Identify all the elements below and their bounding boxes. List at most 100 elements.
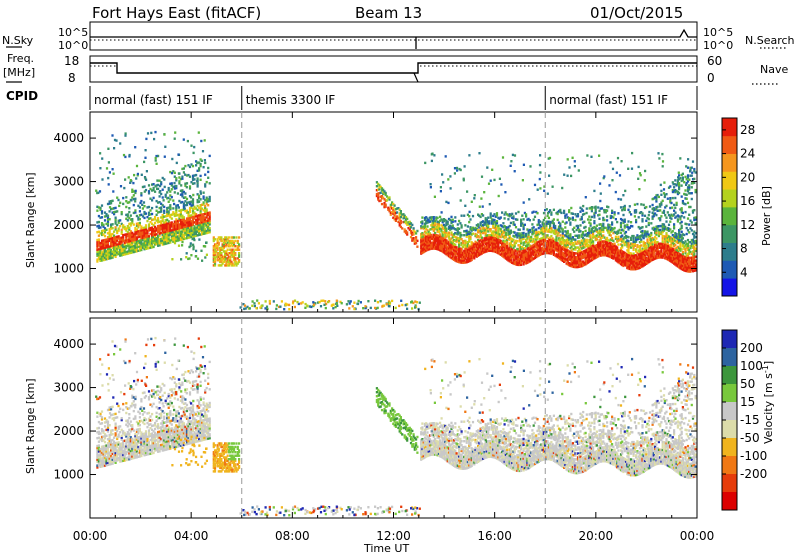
power-cell [398,216,401,219]
power-cell [646,250,649,253]
power-cell [112,172,115,175]
power-cell [487,239,490,243]
power-cell [597,214,600,217]
power-cell [492,218,495,221]
power-cell [485,224,488,227]
power-cell [660,256,663,259]
power-cell [464,247,467,250]
power-cell [680,256,683,259]
power-cell [557,221,561,224]
power-cell [132,241,135,244]
power-cell [520,218,523,221]
power-cell [144,228,148,231]
power-cell [666,240,669,243]
power-cell [161,243,164,246]
power-cell [152,228,155,231]
power-cell [99,253,102,257]
power-cell [149,209,152,212]
power-cell [544,238,547,241]
power-cell [679,261,682,264]
power-cell [545,249,548,253]
power-cell [587,249,590,252]
power-cell [484,217,487,220]
power-cell [679,255,682,258]
power-cell [580,262,583,266]
power-cell [208,219,211,222]
power-cell [137,230,140,233]
power-cell [441,232,444,236]
power-cell [161,213,164,217]
power-cell [627,247,630,251]
power-cell [501,211,504,214]
power-cell [124,134,127,137]
power-cell [588,233,591,236]
power-cell [632,238,635,242]
power-cell [97,254,100,257]
power-cell [173,137,176,140]
power-cell [399,210,402,213]
power-cell [201,203,204,206]
power-cell [383,205,386,209]
power-cell [624,262,628,265]
power-cell [164,224,167,228]
power-cell [616,230,619,234]
power-cell [579,218,582,221]
power-cell [154,239,157,242]
power-cell [694,261,697,264]
power-cell [559,210,562,214]
power-cell [96,258,99,261]
power-cell [494,233,497,236]
power-cell [125,229,128,232]
power-cell [191,202,195,205]
power-cell [588,252,591,256]
power-cell [685,246,688,249]
power-cell [493,230,496,234]
power-cell [514,239,518,243]
power-cell [508,213,511,216]
power-cell [215,243,218,246]
power-cell [549,209,552,212]
power-cell [509,221,512,225]
power-cell [669,206,672,210]
power-cell [676,192,679,196]
power-cell [533,256,537,260]
power-cell [685,268,688,271]
power-cell [536,245,539,248]
power-cell [399,215,402,219]
power-cell [628,205,631,208]
power-cell [594,227,597,230]
power-cell [483,250,486,254]
power-cell [181,236,184,239]
power-cell [648,205,652,208]
power-cell [432,229,435,233]
power-cell [622,206,625,209]
power-cell [181,175,184,178]
power-cell [173,222,176,225]
power-cell [480,250,483,253]
power-cell [182,218,185,221]
power-cell [169,225,172,228]
power-cell [648,234,652,237]
power-cell [157,228,160,232]
power-cell [580,217,583,221]
power-cell [651,197,654,201]
power-cell [198,167,201,170]
power-cell [617,231,620,234]
power-cell [172,170,175,173]
power-cell [488,233,491,237]
power-cell [178,219,181,222]
power-cell [556,244,559,247]
power-cell [632,260,635,263]
power-cell [675,189,678,193]
power-cell [170,195,173,199]
power-cell [495,225,499,229]
power-cell [650,245,653,248]
power-cell [520,263,523,266]
power-cell [502,229,505,233]
power-cell [493,238,496,241]
power-cell [641,229,644,233]
power-cell [679,245,682,248]
power-cell [665,204,668,208]
power-cell [581,264,585,267]
power-cell [201,223,204,226]
